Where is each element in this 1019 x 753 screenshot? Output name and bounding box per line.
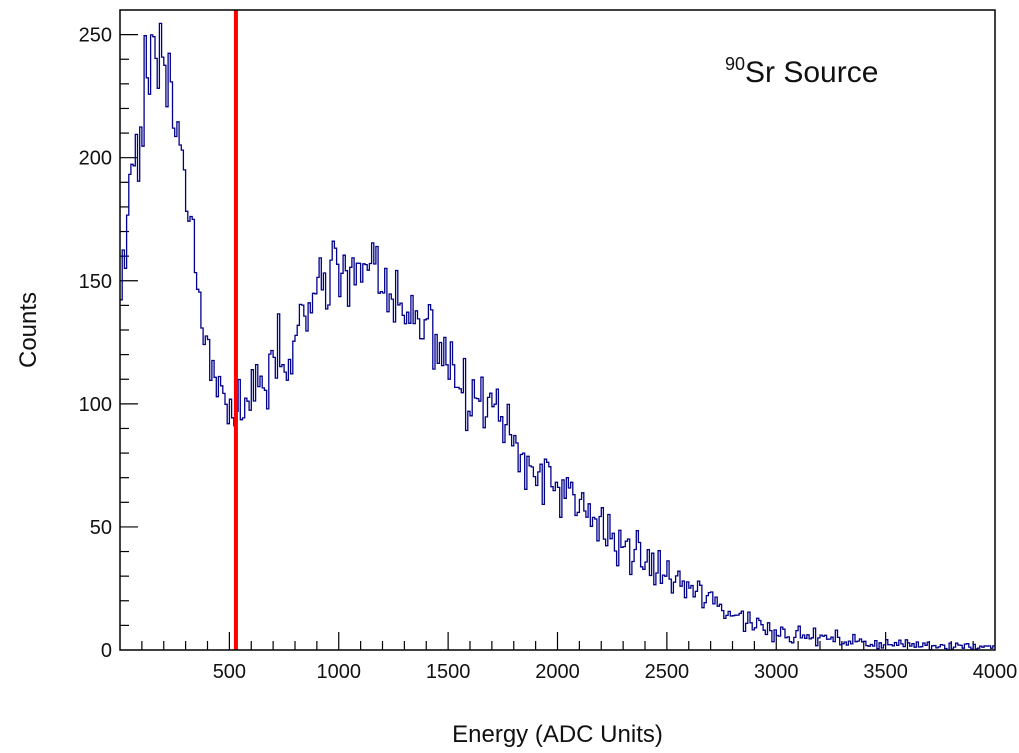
x-tick-label: 3000 [754, 661, 799, 683]
plot-frame [119, 9, 996, 651]
y-axis-title: Counts [15, 292, 42, 368]
y-tick-label: 50 [90, 517, 112, 539]
axis-ticks [120, 34, 974, 650]
annotation-label: Sr Source [745, 56, 878, 89]
x-tick-label: 4000 [973, 661, 1018, 683]
x-tick-label: 2500 [645, 661, 690, 683]
annotation-isotope: 90 [725, 54, 745, 74]
x-tick-label: 2000 [535, 661, 580, 683]
y-tick-label: 200 [79, 148, 112, 170]
x-tick-label: 500 [213, 661, 246, 683]
axis-tick-labels: 500 1000 1500 2000 2500 3000 3500 4000 0 50 100 150… [79, 25, 1018, 683]
y-tick-label: 100 [79, 394, 112, 416]
y-tick-label: 250 [79, 25, 112, 47]
x-tick-label: 1000 [317, 661, 362, 683]
series-line [120, 22, 995, 651]
y-tick-label: 150 [79, 271, 112, 293]
x-tick-label: 3500 [863, 661, 908, 683]
y-tick-label: 0 [101, 640, 112, 662]
chart-annotation: 90Sr Source [725, 54, 878, 89]
x-axis-title: Energy (ADC Units) [452, 721, 663, 748]
x-tick-label: 1500 [426, 661, 471, 683]
